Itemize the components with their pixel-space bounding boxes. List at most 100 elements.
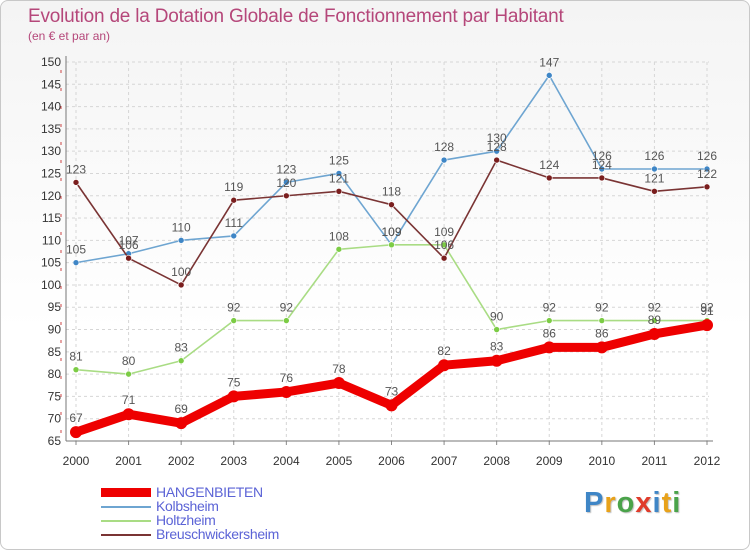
y-tick-label: 120 — [41, 189, 61, 203]
data-label-breuschwickersheim: 121 — [644, 171, 664, 185]
point-holtzheim — [388, 241, 395, 249]
point-holtzheim — [230, 317, 238, 324]
data-label-holtzheim: 92 — [700, 301, 714, 315]
point-hangenbieten — [490, 354, 503, 367]
data-label-kolbsheim: 110 — [172, 220, 191, 234]
data-label-kolbsheim: 123 — [276, 162, 296, 176]
y-tick-label: 75 — [48, 389, 62, 403]
point-holtzheim — [177, 357, 185, 365]
data-label-holtzheim: 92 — [227, 301, 241, 315]
y-tick-label: 145 — [41, 77, 61, 91]
point-breuschwickersheim — [125, 254, 132, 262]
point-hangenbieten — [385, 399, 398, 412]
data-label-breuschwickersheim: 106 — [119, 238, 139, 252]
data-label-hangenbieten: 89 — [648, 313, 662, 327]
point-kolbsheim — [651, 165, 658, 173]
y-tick-label: 110 — [42, 233, 61, 247]
data-label-holtzheim: 92 — [648, 301, 662, 315]
data-label-kolbsheim: 109 — [381, 225, 401, 239]
data-label-kolbsheim: 125 — [329, 153, 349, 167]
x-tick-label: 2007 — [431, 454, 458, 468]
point-hangenbieten — [701, 319, 713, 332]
point-hangenbieten — [332, 377, 345, 390]
point-breuschwickersheim — [388, 201, 395, 208]
point-holtzheim — [335, 245, 343, 253]
legend-label: HANGENBIETEN — [156, 484, 263, 500]
data-label-kolbsheim: 111 — [225, 216, 244, 230]
axes — [60, 56, 713, 445]
data-label-holtzheim: 108 — [329, 229, 349, 243]
legend-label: Kolbsheim — [156, 498, 219, 514]
data-label-hangenbieten: 86 — [595, 326, 609, 340]
y-tick-label: 70 — [48, 412, 62, 426]
data-label-holtzheim: 83 — [174, 341, 188, 355]
y-tick-label: 105 — [41, 256, 61, 270]
y-axis-ticks: 65 70 75 80 85 90 95 100 105 110 115 120 125 130 135 14… — [41, 55, 61, 448]
point-breuschwickersheim — [703, 183, 711, 191]
y-tick-label: 85 — [48, 345, 62, 359]
x-tick-label: 2006 — [378, 454, 405, 468]
data-label-breuschwickersheim: 100 — [171, 265, 191, 279]
point-hangenbieten — [438, 359, 451, 372]
data-label-breuschwickersheim: 121 — [329, 171, 349, 185]
data-label-hangenbieten: 76 — [280, 371, 294, 385]
data-label-hangenbieten: 69 — [174, 402, 188, 416]
x-tick-label: 2009 — [536, 454, 563, 468]
x-tick-label: 2008 — [483, 454, 510, 468]
x-tick-label: 2003 — [220, 454, 247, 468]
point-holtzheim — [125, 370, 132, 378]
point-breuschwickersheim — [177, 281, 185, 289]
y-tick-label: 130 — [41, 144, 61, 158]
data-label-breuschwickersheim: 119 — [224, 180, 243, 194]
data-label-holtzheim: 90 — [490, 310, 504, 324]
y-tick-label: 150 — [41, 55, 61, 69]
point-kolbsheim — [493, 147, 500, 155]
point-breuschwickersheim — [545, 174, 553, 182]
data-label-breuschwickersheim: 118 — [382, 185, 401, 199]
chart-subtitle: (en € et par an) — [28, 29, 111, 43]
y-tick-label: 90 — [48, 323, 62, 337]
point-hangenbieten — [543, 341, 556, 354]
x-tick-label: 2005 — [326, 454, 353, 468]
point-kolbsheim — [283, 179, 290, 186]
point-holtzheim — [440, 241, 448, 249]
y-tick-label: 140 — [41, 100, 61, 114]
point-kolbsheim — [335, 170, 343, 177]
point-hangenbieten — [648, 327, 661, 340]
point-hangenbieten — [175, 417, 188, 430]
data-label-hangenbieten: 73 — [385, 384, 399, 398]
legend-swatch — [101, 488, 151, 497]
data-label-kolbsheim: 128 — [434, 140, 454, 154]
y-tick-label: 100 — [41, 278, 61, 292]
point-kolbsheim — [230, 232, 238, 240]
x-axis-ticks: 2000 2001 2002 2003 2004 2005 2006 2007 2008 2009… — [63, 454, 721, 468]
point-breuschwickersheim — [230, 196, 238, 204]
data-label-kolbsheim: 126 — [592, 149, 612, 163]
data-label-holtzheim: 92 — [595, 301, 609, 315]
y-tick-label: 125 — [41, 166, 61, 180]
data-label-breuschwickersheim: 120 — [276, 176, 296, 190]
y-tick-label: 80 — [48, 367, 62, 381]
legend-label: Holtzheim — [156, 512, 216, 528]
x-tick-label: 2010 — [588, 454, 615, 468]
data-label-breuschwickersheim: 124 — [592, 158, 612, 172]
point-hangenbieten — [227, 390, 240, 403]
data-label-hangenbieten: 67 — [69, 411, 83, 425]
x-tick-label: 2002 — [168, 454, 195, 468]
data-label-holtzheim: 80 — [122, 354, 136, 368]
data-label-breuschwickersheim: 128 — [487, 140, 507, 154]
point-kolbsheim — [72, 259, 80, 266]
y-tick-label: 65 — [48, 434, 62, 448]
point-kolbsheim — [177, 237, 185, 244]
data-label-kolbsheim: 147 — [539, 55, 559, 69]
point-holtzheim — [72, 366, 80, 373]
point-hangenbieten — [280, 385, 293, 398]
point-holtzheim — [283, 317, 290, 324]
data-label-breuschwickersheim: 106 — [434, 238, 454, 252]
legend-label: Breuschwickersheim — [156, 526, 279, 542]
point-breuschwickersheim — [493, 156, 500, 164]
data-label-breuschwickersheim: 124 — [539, 158, 559, 172]
data-label-hangenbieten: 82 — [437, 344, 451, 358]
x-tick-label: 2001 — [115, 454, 142, 468]
